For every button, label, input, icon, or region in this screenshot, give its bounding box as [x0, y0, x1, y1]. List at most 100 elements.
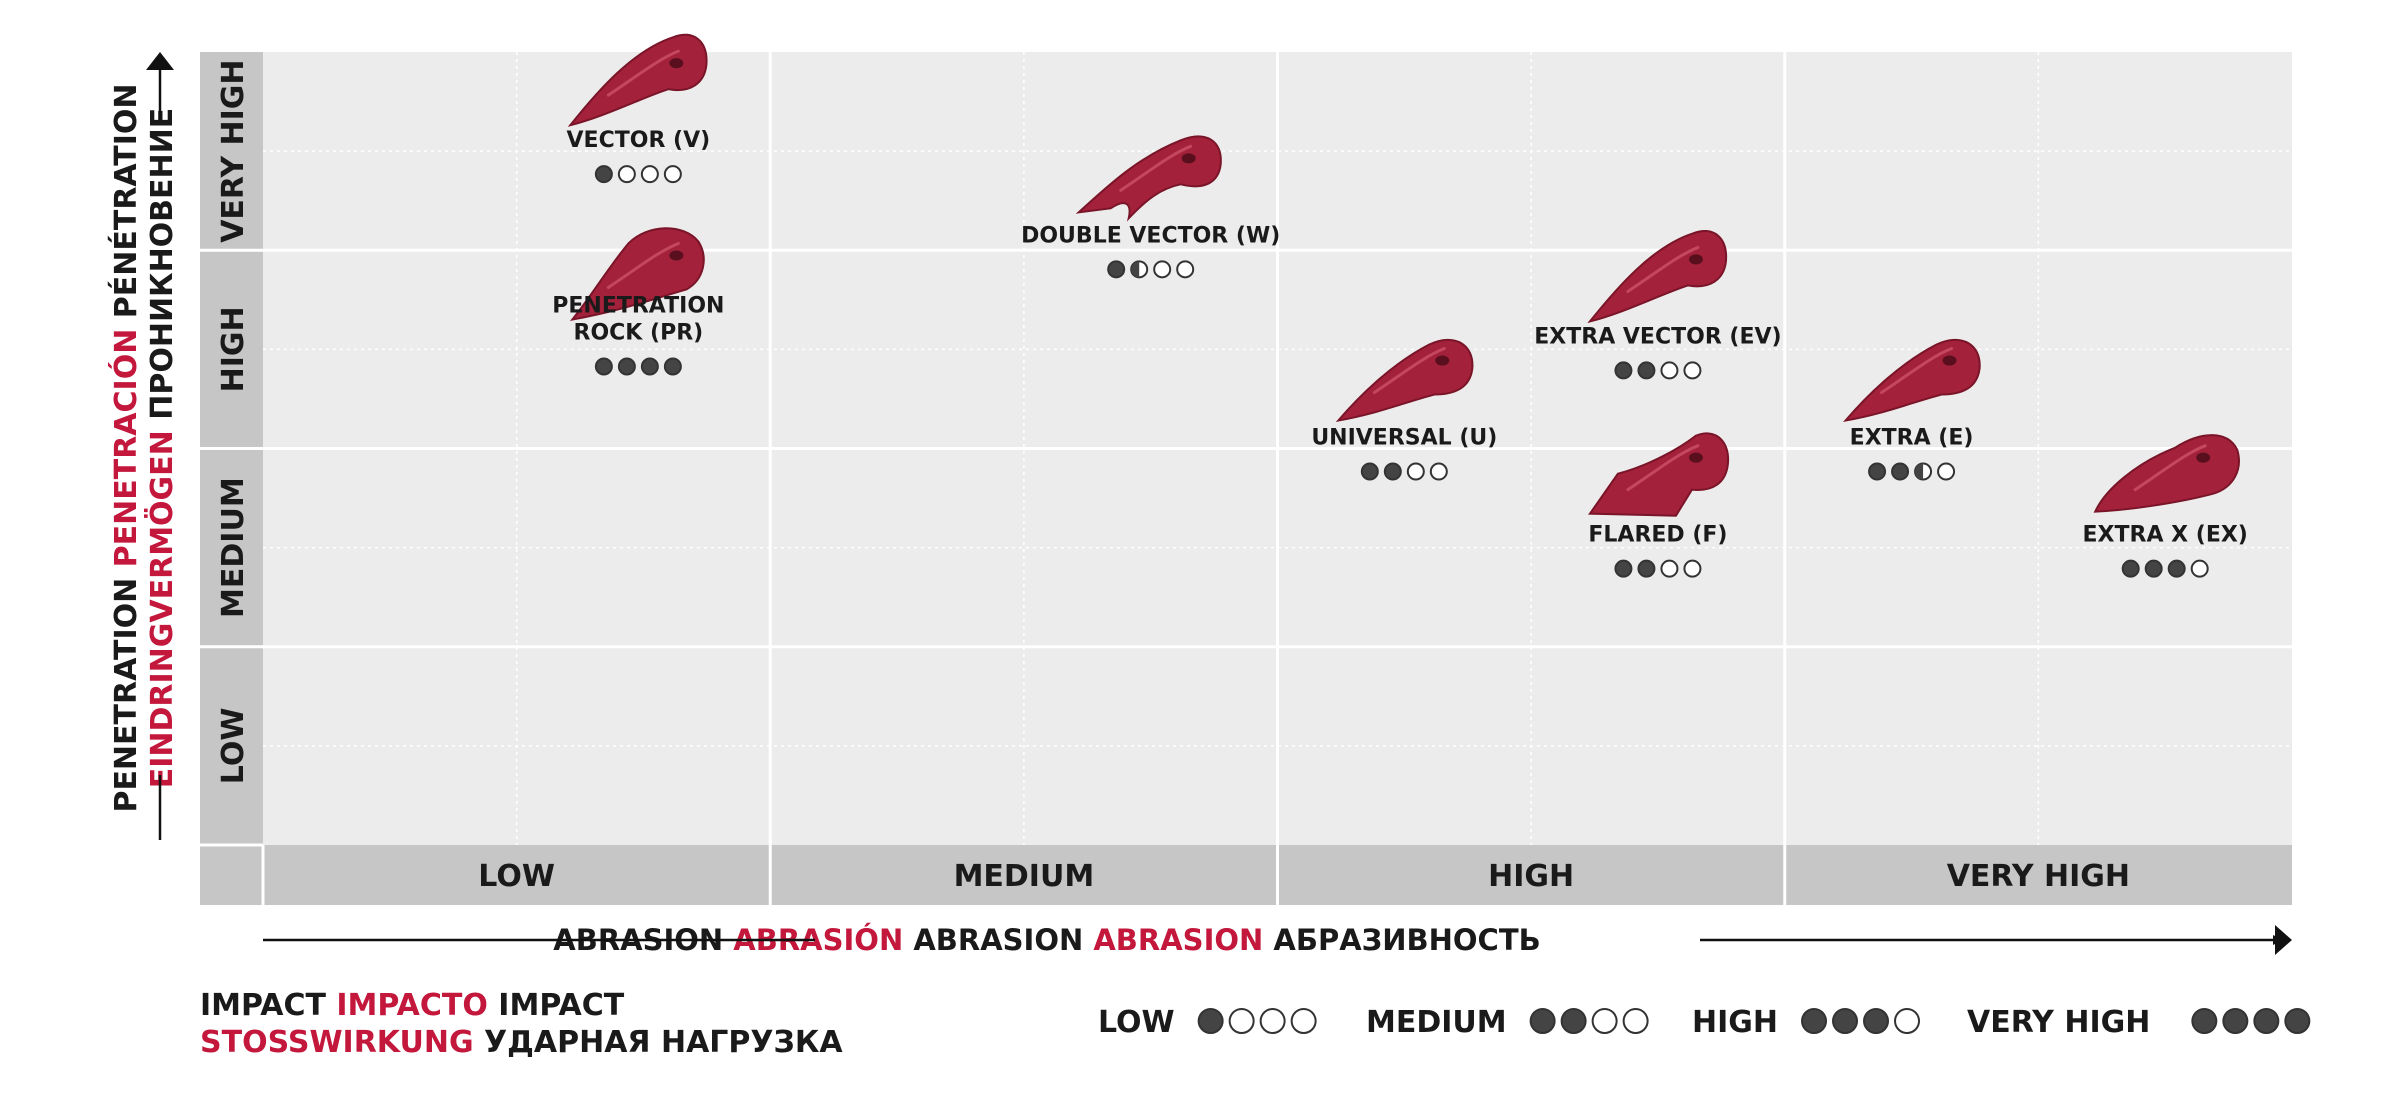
impact-dot-universal-u-3	[1406, 462, 1425, 481]
impact-legend-dot-very-high-4	[2284, 1008, 2311, 1034]
tooth-standard-icon	[1843, 338, 1981, 422]
point-label-line-2: ROCK (PR)	[574, 320, 704, 345]
tooth-double-icon	[1075, 135, 1222, 222]
impact-legend-dot-medium-3	[1591, 1008, 1618, 1034]
impact-legend-dot-low-1	[1197, 1008, 1224, 1034]
impact-dot-extra-e-1	[1868, 462, 1887, 481]
impact-legend-dot-medium-4	[1622, 1008, 1649, 1034]
impact-dot-extra-vector-ev-4	[1683, 361, 1702, 380]
impact-legend-label-low: LOW	[1098, 1005, 1175, 1040]
impact-dot-penetration-rock-pr-3	[640, 357, 659, 376]
point-label-flared-f: FLARED (F)	[1588, 523, 1727, 548]
tooth-point-extra-e: EXTRA (E)	[1843, 338, 1981, 481]
tooth-double-icon-pinhole	[1181, 153, 1196, 164]
tooth-pointed-icon-body	[567, 33, 708, 127]
impact-dot-double-vector-w-4	[1176, 260, 1195, 279]
impact-legend-label-medium: MEDIUM	[1366, 1005, 1507, 1040]
tooth-pointed-icon-pinhole	[1688, 254, 1703, 265]
tooth-point-double-vector-w: DOUBLE VECTOR (W)	[1021, 135, 1280, 279]
impact-dot-vector-v-2	[617, 165, 636, 184]
impact-dot-penetration-rock-pr-4	[663, 357, 682, 376]
impact-dot-extra-vector-ev-3	[1660, 361, 1679, 380]
point-label-universal-u: UNIVERSAL (U)	[1311, 426, 1497, 451]
x-tick-label-medium: MEDIUM	[954, 859, 1095, 894]
y-axis-title-line1: PENETRATION PENETRACIÓN PÉNÉTRATION	[107, 83, 144, 812]
point-label-line-1: PENETRATION	[552, 293, 724, 318]
tooth-rock-icon	[569, 227, 705, 321]
tooth-rock-icon-body	[569, 227, 705, 321]
impact-dot-penetration-rock-pr-1	[594, 357, 613, 376]
tooth-standard-icon-pinhole	[1435, 355, 1450, 366]
tooth-pointed-icon	[567, 33, 708, 127]
tooth-standard-icon	[1335, 338, 1474, 422]
impact-legend-dot-medium-2	[1560, 1008, 1587, 1034]
point-label-line-1: EXTRA VECTOR (EV)	[1534, 324, 1781, 349]
x-tick-label-low: LOW	[478, 859, 555, 894]
y-axis-title-line2-part-1: ПРОНИКНОВЕНИЕ	[145, 108, 180, 430]
impact-dot-vector-v-1	[594, 165, 613, 184]
y-tick-label-medium: MEDIUM	[216, 477, 251, 618]
y-axis-title-line2-part-0: EINDRINGVERMÖGEN	[143, 430, 180, 788]
impact-legend-title-line1-part-0: IMPACT	[200, 988, 326, 1023]
tooth-point-extra-x-ex: EXTRA X (EX)	[2083, 434, 2248, 578]
tooth-standard-icon-highlight	[1880, 347, 1954, 395]
point-label-extra-e: EXTRA (E)	[1850, 426, 1974, 451]
impact-dot-universal-u-1	[1360, 462, 1379, 481]
point-label-line-1: DOUBLE VECTOR (W)	[1021, 223, 1280, 248]
tooth-standard-icon-pinhole	[1942, 355, 1957, 366]
point-label-line-1: UNIVERSAL (U)	[1311, 426, 1497, 451]
impact-legend-label-high: HIGH	[1692, 1005, 1778, 1040]
impact-dot-extra-e-3-half	[1915, 463, 1924, 480]
impact-dot-flared-f-4	[1683, 559, 1702, 578]
impact-dot-double-vector-w-3	[1153, 260, 1172, 279]
impact-legend-dot-low-4	[1290, 1008, 1317, 1034]
point-label-extra-x-ex: EXTRA X (EX)	[2083, 523, 2248, 548]
x-tick-label-very-high: VERY HIGH	[1947, 859, 2130, 894]
y-tick-label-very-high: VERY HIGH	[216, 59, 251, 242]
impact-legend-item-medium: MEDIUM	[1366, 1005, 1649, 1040]
impact-dot-extra-e-4	[1937, 462, 1956, 481]
y-axis-title-line1-part-2: PÉNÉTRATION	[108, 83, 144, 328]
tooth-point-flared-f: FLARED (F)	[1588, 432, 1729, 578]
tooth-heavy-icon	[2093, 434, 2240, 513]
tooth-heavy-icon-highlight	[2133, 444, 2207, 492]
impact-legend-dot-high-4	[1894, 1008, 1921, 1034]
tooth-flared-icon-pinhole	[1688, 452, 1703, 463]
impact-dot-flared-f-1	[1614, 559, 1633, 578]
point-label-extra-vector-ev: EXTRA VECTOR (EV)	[1534, 324, 1781, 349]
tooth-pointed-icon-body	[1587, 229, 1727, 324]
impact-legend-title-line2-part-1: УДАРНАЯ НАГРУЗКА	[474, 1025, 844, 1060]
y-axis-title-line1-part-0: PENETRATION	[109, 578, 144, 813]
tooth-pointed-icon-highlight	[606, 49, 680, 97]
point-label-line-1: FLARED (F)	[1588, 523, 1727, 548]
impact-legend-dot-high-2	[1832, 1008, 1859, 1034]
tooth-double-icon-highlight	[1119, 144, 1193, 192]
x-axis-arrowhead	[2275, 925, 2292, 955]
y-axis-title-line1-part-1: PENETRACIÓN	[107, 329, 144, 578]
impact-legend-title-line2: STOSSWIRKUNG УДАРНАЯ НАГРУЗКА	[200, 1025, 843, 1060]
impact-dot-vector-v-4	[663, 165, 682, 184]
impact-legend-dot-medium-1	[1529, 1008, 1556, 1034]
tooth-point-universal-u: UNIVERSAL (U)	[1311, 338, 1497, 481]
tooth-point-penetration-rock-pr: PENETRATION ROCK (PR)	[552, 227, 724, 376]
impact-dot-double-vector-w-1	[1107, 260, 1126, 279]
tooth-point-extra-vector-ev: EXTRA VECTOR (EV)	[1534, 229, 1782, 380]
x-axis-title-part-4: АБРАЗИВНОСТЬ	[1263, 923, 1540, 957]
impact-legend-label-very-high: VERY HIGH	[1967, 1005, 2150, 1040]
impact-dot-universal-u-4	[1429, 462, 1448, 481]
point-label-penetration-rock-pr: PENETRATION ROCK (PR)	[552, 293, 724, 345]
impact-dot-penetration-rock-pr-2	[617, 357, 636, 376]
impact-legend-item-low: LOW	[1098, 1005, 1317, 1040]
y-tick-label-low: LOW	[216, 708, 251, 785]
impact-legend-title-line1-part-2: IMPACT	[488, 988, 625, 1023]
impact-dot-extra-x-ex-1	[2121, 559, 2140, 578]
impact-dot-double-vector-w-2-half	[1131, 261, 1140, 278]
impact-legend-title-line1: IMPACT IMPACTO IMPACT	[200, 988, 625, 1023]
impact-dot-extra-vector-ev-2	[1637, 361, 1656, 380]
y-tick-label-high: HIGH	[216, 306, 251, 392]
point-label-line-1: EXTRA (E)	[1850, 426, 1974, 451]
impact-dot-extra-x-ex-2	[2144, 559, 2163, 578]
x-tick-label-high: HIGH	[1488, 859, 1574, 894]
impact-legend-dot-very-high-3	[2253, 1008, 2280, 1034]
impact-dot-extra-x-ex-4	[2190, 559, 2209, 578]
